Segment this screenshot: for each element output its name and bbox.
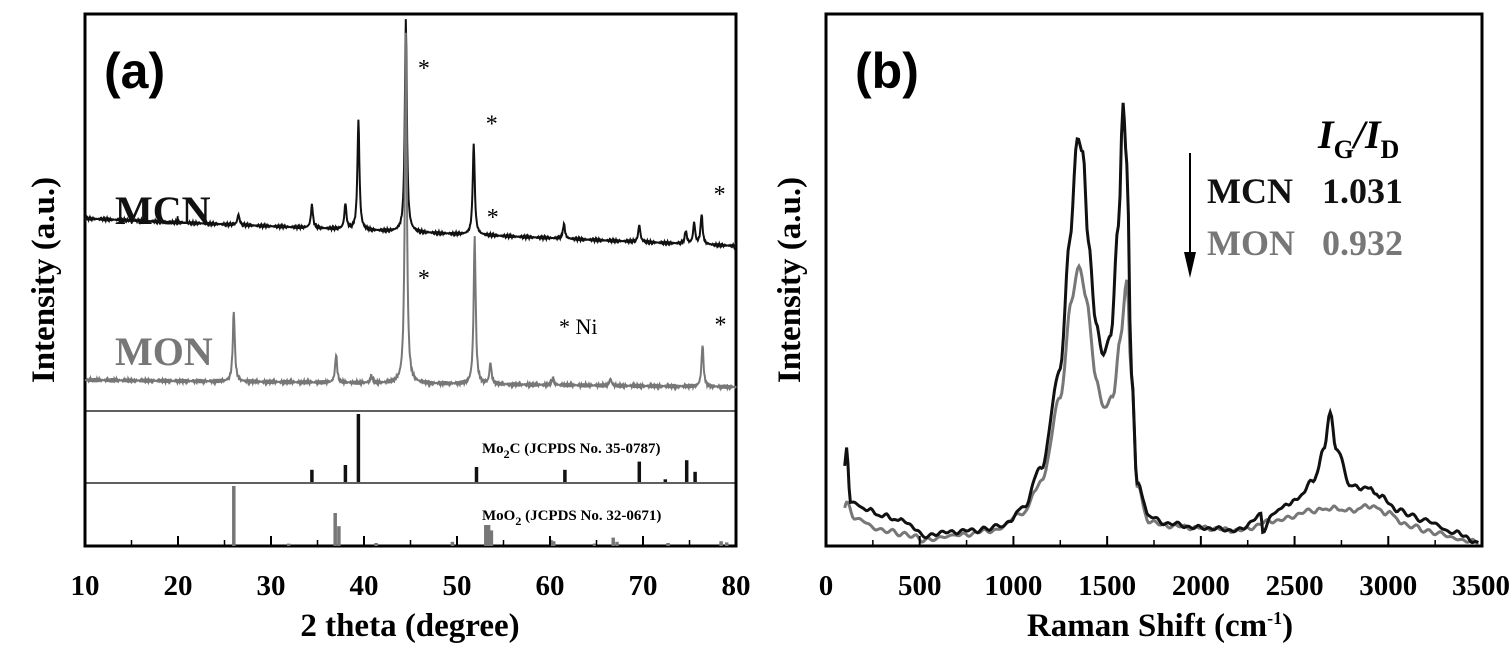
panel-a-letter: (a) (104, 43, 165, 99)
raman-line-mcn (843, 102, 1479, 545)
x-tick-label: 500 (898, 570, 942, 602)
x-tick-label: 50 (443, 570, 472, 602)
x-tick-label: 3500 (1452, 570, 1510, 602)
ref-label-mo2c: Mo2C (JCPDS No. 35-0787) (482, 441, 661, 461)
x-tick-label: 1500 (1078, 570, 1136, 602)
panel-b-x-ticks: 0 500 1000 1500 2000 2500 3000 3500 (819, 536, 1510, 602)
x-tick-label: 20 (164, 570, 193, 602)
x-tick-label: 60 (536, 570, 565, 602)
x-tick-label: 1000 (984, 570, 1042, 602)
panel-a-x-axis-title: 2 theta (degree) (300, 608, 519, 644)
ni-peak-star: * (714, 182, 726, 208)
xrd-line-mon (84, 32, 737, 392)
x-tick-label: 80 (722, 570, 751, 602)
ni-peak-markers: * * * * * * (418, 56, 727, 339)
ni-peak-star: * (418, 56, 430, 82)
panel-a-x-ticks: 10 20 30 40 50 60 70 80 (71, 536, 751, 602)
ni-peak-star: * (715, 313, 727, 339)
ratio-heading: IG/ID (1317, 112, 1399, 164)
xrd-line-mcn (84, 19, 737, 251)
series-label-mon: MON (115, 329, 213, 374)
ni-peak-star: * (486, 112, 498, 138)
panel-b-letter: (b) (855, 43, 919, 99)
panel-b-raman: (b) IG/ID MCN 1.031 MON 0.932 0 500 1000 15… (772, 12, 1510, 644)
ni-legend-note: * Ni (559, 314, 598, 339)
ref-pattern-mo2c (310, 414, 697, 482)
panel-a-xrd: (a) MCN MON * * * * * * * Ni Mo2C (JCPDS No. … (26, 12, 751, 644)
ref-pattern-moo2 (232, 486, 729, 546)
panel-b-y-axis-title: Intensity (a.u.) (772, 177, 808, 383)
x-tick-label: 0 (819, 570, 834, 602)
ref-label-moo2: MoO2 (JCPDS No. 32-0671) (482, 508, 661, 528)
raman-line-mon (843, 262, 1479, 545)
panel-b-x-axis-title: Raman Shift (cm-1) (1027, 608, 1293, 644)
x-tick-label: 70 (629, 570, 658, 602)
series-label-mcn: MCN (115, 188, 211, 233)
ni-peak-star: * (418, 266, 430, 292)
ratio-row-mcn-value: 1.031 (1322, 171, 1403, 211)
x-tick-label: 30 (257, 570, 286, 602)
x-tick-label: 10 (71, 570, 100, 602)
ni-peak-star: * (487, 205, 499, 231)
ratio-row-mcn-name: MCN (1207, 171, 1293, 211)
x-tick-label: 2000 (1172, 570, 1230, 602)
panel-b-frame (824, 12, 1484, 548)
x-tick-label: 3000 (1359, 570, 1417, 602)
ratio-row-mon-value: 0.932 (1322, 223, 1403, 263)
x-tick-label: 40 (350, 570, 379, 602)
x-tick-label: 2500 (1266, 570, 1324, 602)
decrease-arrow-icon (1184, 252, 1196, 278)
ratio-row-mon-name: MON (1207, 223, 1295, 263)
panel-a-y-axis-title: Intensity (a.u.) (26, 177, 62, 383)
